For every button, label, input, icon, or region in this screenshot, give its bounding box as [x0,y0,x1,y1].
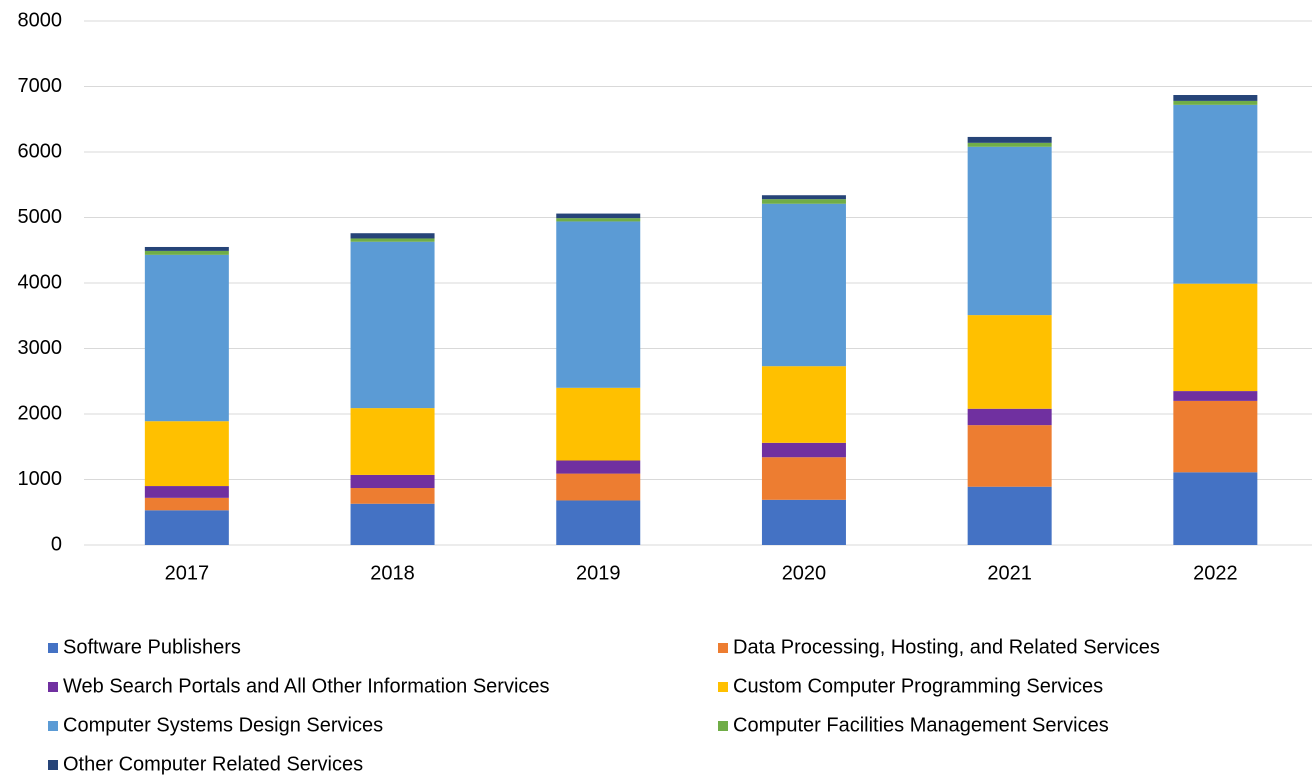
legend-swatch [48,643,58,653]
y-tick-label: 6000 [18,140,63,162]
bar-segment [761,203,846,367]
x-tick-label: 2022 [1193,562,1238,584]
bar-segment [967,425,1052,487]
x-tick-label: 2018 [370,562,415,584]
legend-swatch [48,682,58,692]
bar-segment [350,241,435,409]
bar-segment [761,199,846,204]
legend-label: Web Search Portals and All Other Informa… [63,675,550,697]
y-tick-label: 7000 [18,75,63,97]
bar-segment [350,488,435,504]
y-tick-label: 1000 [18,468,63,490]
legend-swatch [718,643,728,653]
bar-segment [1173,283,1258,392]
x-tick-label: 2017 [165,562,210,584]
bar-segment [144,246,229,251]
legend-swatch [718,721,728,731]
legend-label: Data Processing, Hosting, and Related Se… [733,636,1160,658]
bar-segment [350,238,435,242]
bar-segment [350,408,435,475]
bar-segment [1173,100,1258,105]
bar-segment [556,218,641,222]
bar-segment [350,474,435,489]
bar-segment [1173,95,1258,101]
bar-segment [144,250,229,255]
y-tick-label: 4000 [18,271,63,293]
bar-segment [1173,400,1258,473]
y-tick-label: 5000 [18,206,63,228]
bar-segment [761,457,846,500]
bar-segment [144,497,229,511]
bar-segment [967,146,1052,316]
x-tick-label: 2021 [987,562,1032,584]
bar-segment [556,473,641,501]
legend-label: Other Computer Related Services [63,753,363,775]
legend-swatch [48,721,58,731]
bar-segment [1173,472,1258,545]
legend-label: Computer Facilities Management Services [733,714,1109,736]
bar-segment [556,500,641,545]
bar-segment [761,499,846,545]
bar-segment [1173,391,1258,401]
y-tick-label: 0 [51,533,62,555]
bar-segment [967,142,1052,147]
bar-segment [967,408,1052,426]
y-tick-label: 8000 [18,9,63,31]
bar-segment [556,460,641,474]
x-tick-label: 2020 [782,562,827,584]
bar-segment [556,387,641,461]
y-tick-label: 3000 [18,337,63,359]
bar-segment [1173,104,1258,284]
legend-swatch [718,682,728,692]
bar-segment [761,195,846,200]
bar-segment [556,221,641,388]
bar-segment [967,486,1052,545]
bar-segment [144,510,229,545]
legend-swatch [48,760,58,770]
bar-segment [144,254,229,422]
bar-segment [350,503,435,545]
bar-segment [144,421,229,487]
x-tick-label: 2019 [576,562,621,584]
bar-segment [350,233,435,239]
bar-segment [556,213,641,219]
legend-label: Custom Computer Programming Services [733,675,1103,697]
bar-segment [761,366,846,443]
bar-segment [761,442,846,458]
bar-segment [967,315,1052,409]
bar-segment [144,486,229,498]
legend-label: Computer Systems Design Services [63,714,383,736]
y-tick-label: 2000 [18,402,63,424]
legend-label: Software Publishers [63,636,241,658]
bar-segment [967,136,1052,143]
